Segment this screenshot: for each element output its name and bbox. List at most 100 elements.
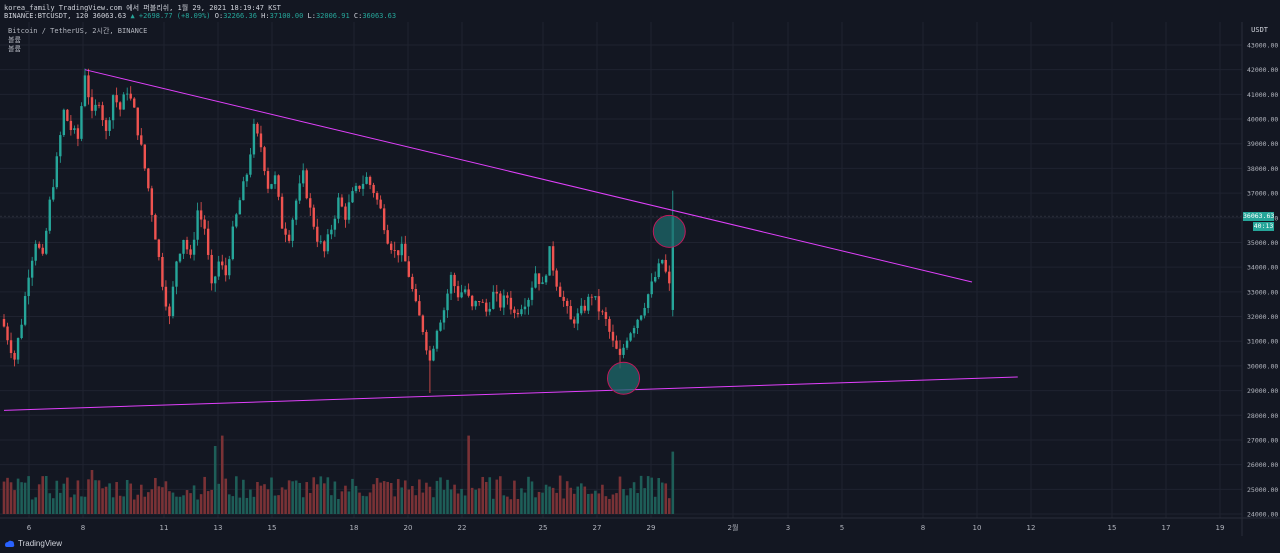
volume-bar bbox=[629, 488, 632, 514]
candle-body bbox=[319, 241, 322, 243]
volume-bar bbox=[439, 477, 442, 514]
volume-bar bbox=[298, 482, 301, 514]
volume-bar bbox=[403, 480, 407, 514]
volume-bar bbox=[9, 482, 13, 514]
volume-bar bbox=[579, 483, 583, 514]
volume-bar bbox=[358, 492, 361, 514]
volume-bar bbox=[185, 490, 189, 514]
volume-bar bbox=[210, 489, 213, 514]
candle-body bbox=[351, 191, 354, 203]
brand-name: TradingView bbox=[18, 539, 63, 548]
candle-body bbox=[622, 347, 625, 355]
candle-body bbox=[126, 93, 129, 95]
volume-bar bbox=[587, 493, 590, 514]
price-tick-label: 25000.00 bbox=[1247, 486, 1278, 494]
volume-bar bbox=[375, 478, 379, 514]
candle-body bbox=[90, 97, 94, 111]
volume-bar bbox=[20, 482, 23, 514]
candle-body bbox=[80, 106, 83, 139]
candle-body bbox=[646, 294, 650, 308]
volume-bar bbox=[495, 479, 499, 514]
candle-body bbox=[122, 94, 125, 110]
price-tick-label: 43000.00 bbox=[1247, 42, 1278, 50]
volume-bar bbox=[460, 488, 463, 514]
price-tick-label: 27000.00 bbox=[1247, 436, 1278, 444]
volume-bar bbox=[259, 485, 263, 514]
candle-body bbox=[442, 310, 446, 323]
volume-bar bbox=[432, 497, 435, 514]
time-tick-label: 6 bbox=[27, 524, 32, 532]
time-tick-label: 25 bbox=[539, 524, 548, 532]
volume-bar bbox=[129, 483, 133, 514]
candle-body bbox=[485, 302, 488, 312]
candle-body bbox=[671, 216, 674, 310]
candle-body bbox=[411, 276, 414, 289]
candle-body bbox=[185, 239, 189, 250]
candle-body bbox=[379, 199, 382, 209]
chart-canvas[interactable]: 24000.00 25000.00 26000.00 27000.00 28000.00… bbox=[0, 22, 1280, 536]
candle-body bbox=[488, 308, 491, 312]
volume-bar bbox=[569, 487, 573, 514]
highlight-circle bbox=[652, 214, 686, 248]
volume-bar bbox=[414, 495, 418, 514]
candle-body bbox=[333, 218, 337, 230]
volume-bar bbox=[242, 479, 245, 514]
volume-bar bbox=[37, 484, 41, 514]
volume-bar bbox=[196, 499, 199, 514]
highlight-circle bbox=[607, 361, 641, 395]
candle-body bbox=[83, 75, 87, 107]
volume-bar bbox=[97, 480, 101, 514]
volume-bar bbox=[157, 486, 161, 514]
candle-body bbox=[661, 259, 664, 264]
volume-bar bbox=[224, 478, 228, 514]
volume-bar bbox=[396, 479, 400, 514]
volume-bar bbox=[263, 484, 266, 514]
candle-body bbox=[235, 214, 238, 227]
candle-body bbox=[189, 249, 192, 255]
candle-body bbox=[192, 239, 196, 255]
candle-body bbox=[608, 318, 611, 332]
candle-body bbox=[238, 200, 242, 215]
volume-bar bbox=[428, 486, 432, 514]
volume-bar bbox=[178, 496, 182, 514]
volume-bar bbox=[467, 435, 470, 514]
candle-body bbox=[580, 305, 583, 314]
tradingview-brand[interactable]: TradingView bbox=[4, 539, 62, 548]
candle-body bbox=[382, 208, 386, 231]
candle-body bbox=[164, 286, 168, 307]
volume-bar bbox=[435, 480, 439, 514]
candle-body bbox=[175, 261, 178, 287]
candle-body bbox=[305, 170, 308, 199]
candle-body bbox=[527, 299, 530, 307]
volume-bar bbox=[245, 497, 249, 514]
candle-body bbox=[41, 247, 44, 254]
volume-bar bbox=[27, 476, 30, 514]
candle-body bbox=[397, 250, 400, 256]
volume-bar bbox=[73, 494, 76, 514]
volume-bar bbox=[48, 493, 52, 514]
high-label: H: bbox=[261, 12, 270, 20]
price-tick-label: 39000.00 bbox=[1247, 140, 1278, 148]
volume-bar bbox=[347, 491, 351, 514]
volume-bar bbox=[238, 497, 242, 514]
candle-body bbox=[97, 104, 101, 106]
volume-bar bbox=[55, 480, 59, 514]
candle-body bbox=[38, 243, 41, 248]
volume-bar bbox=[601, 484, 604, 514]
chart-area[interactable]: 24000.00 25000.00 26000.00 27000.00 28000.00… bbox=[0, 22, 1280, 536]
price-tick-label: 26000.00 bbox=[1247, 461, 1278, 469]
volume-bar bbox=[287, 480, 291, 514]
candle-body bbox=[368, 176, 372, 185]
candle-body bbox=[421, 315, 425, 333]
time-tick-label: 8 bbox=[81, 524, 85, 532]
candle-body bbox=[453, 274, 456, 287]
time-tick-label: 20 bbox=[404, 524, 413, 532]
volume-bar bbox=[312, 477, 316, 514]
candle-body bbox=[583, 305, 586, 311]
time-tick-label: 19 bbox=[1216, 524, 1225, 532]
candle-body bbox=[87, 75, 90, 98]
candle-body bbox=[16, 338, 20, 360]
candle-body bbox=[361, 183, 365, 189]
volume-bar bbox=[270, 477, 273, 514]
candle-body bbox=[629, 333, 632, 341]
